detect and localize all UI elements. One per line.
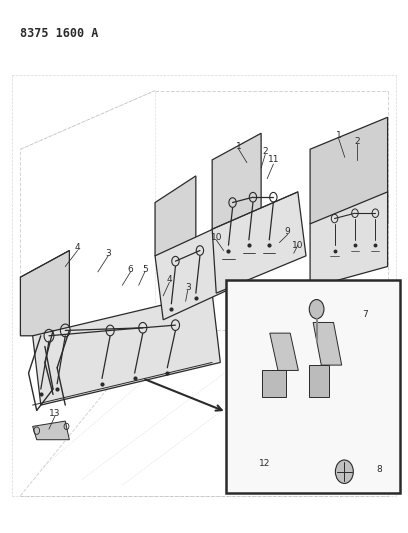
Polygon shape (310, 117, 388, 224)
Text: 2: 2 (354, 137, 360, 146)
Polygon shape (212, 133, 261, 229)
Text: 13: 13 (49, 409, 61, 417)
Text: 2: 2 (262, 148, 268, 156)
Polygon shape (155, 176, 196, 256)
Text: 1: 1 (336, 132, 341, 140)
Text: 7: 7 (362, 310, 368, 319)
Polygon shape (33, 293, 220, 405)
Text: 3: 3 (185, 284, 191, 292)
Text: 3: 3 (105, 249, 111, 257)
Text: 5: 5 (142, 265, 148, 273)
Text: 4: 4 (75, 244, 80, 252)
Polygon shape (309, 365, 330, 397)
Circle shape (335, 460, 353, 483)
Text: 10: 10 (292, 241, 304, 249)
Text: 12: 12 (259, 459, 270, 468)
Polygon shape (212, 192, 306, 293)
Text: 4: 4 (166, 276, 172, 284)
Polygon shape (20, 251, 69, 336)
Text: 1: 1 (236, 142, 242, 151)
Polygon shape (310, 192, 388, 288)
Polygon shape (33, 421, 69, 440)
Text: 8: 8 (376, 465, 382, 473)
Text: 10: 10 (211, 233, 222, 241)
Bar (226, 280, 400, 493)
Text: 9: 9 (285, 228, 290, 236)
Polygon shape (262, 370, 286, 397)
Text: 6: 6 (128, 265, 133, 273)
Circle shape (309, 300, 324, 319)
Polygon shape (155, 224, 233, 320)
Polygon shape (270, 333, 298, 370)
Text: 8375 1600 A: 8375 1600 A (20, 27, 99, 39)
Text: 11: 11 (268, 156, 279, 164)
Polygon shape (313, 322, 342, 365)
